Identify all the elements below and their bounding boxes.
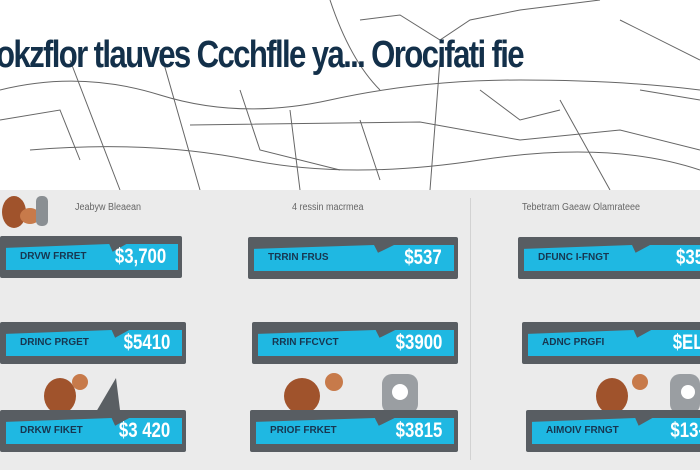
animal-mascot-icon — [44, 374, 120, 414]
column-caption: 4 ressin macrmea — [292, 202, 364, 213]
item-label: DRVW FRRET — [20, 251, 87, 262]
column-divider — [470, 198, 471, 460]
item-label: PRIOF FRKET — [270, 425, 337, 436]
animal-mascot-icon — [2, 196, 48, 228]
item-label: RRIN FFCVCT — [272, 337, 339, 348]
price-card[interactable]: DRKW FIKET $3 420 — [0, 410, 186, 452]
animal-mascot-icon — [596, 374, 700, 414]
animal-mascot-icon — [284, 373, 418, 414]
item-price: $35 — [675, 246, 700, 269]
price-card[interactable]: DRVW FRRET $3,700 — [0, 236, 182, 278]
item-label: DRKW FIKET — [20, 425, 83, 436]
item-label: DRINC PRGET — [20, 337, 89, 348]
column-caption: Jeabyw Bleaean — [75, 202, 142, 213]
price-card[interactable]: DRINC PRGET $5410 — [0, 322, 186, 364]
price-card[interactable]: AIMOIV FRNGT $13- — [526, 410, 700, 452]
map-lines — [0, 0, 700, 191]
item-price: $3 420 — [118, 419, 170, 442]
item-price: $3900 — [395, 331, 442, 354]
page-title: okzflor tlauves Ccchflle ya... Orocifati… — [0, 34, 525, 76]
map-background: okzflor tlauves Ccchflle ya... Orocifati… — [0, 0, 700, 192]
price-card[interactable]: PRIOF FRKET $3815 — [250, 410, 458, 452]
item-label: TRRIN FRUS — [268, 252, 329, 263]
item-label: ADNC PRGFI — [542, 337, 605, 348]
item-label: AIMOIV FRNGT — [546, 425, 619, 436]
item-price: $537 — [404, 246, 442, 269]
price-card[interactable]: ADNC PRGFI $EL — [522, 322, 700, 364]
item-price: $13- — [670, 419, 700, 442]
price-card[interactable]: RRIN FFCVCT $3900 — [252, 322, 458, 364]
item-label: DFUNC I-FNGT — [538, 252, 610, 263]
item-price: $3,700 — [114, 245, 166, 268]
column-caption: Tebetram Gaeaw Olamrateee — [522, 202, 641, 213]
item-price: $3815 — [395, 419, 442, 442]
price-card[interactable]: TRRIN FRUS $537 — [248, 237, 458, 279]
price-card[interactable]: DFUNC I-FNGT $35 — [518, 237, 700, 279]
item-price: $EL — [673, 331, 700, 354]
item-price: $5410 — [123, 331, 170, 354]
